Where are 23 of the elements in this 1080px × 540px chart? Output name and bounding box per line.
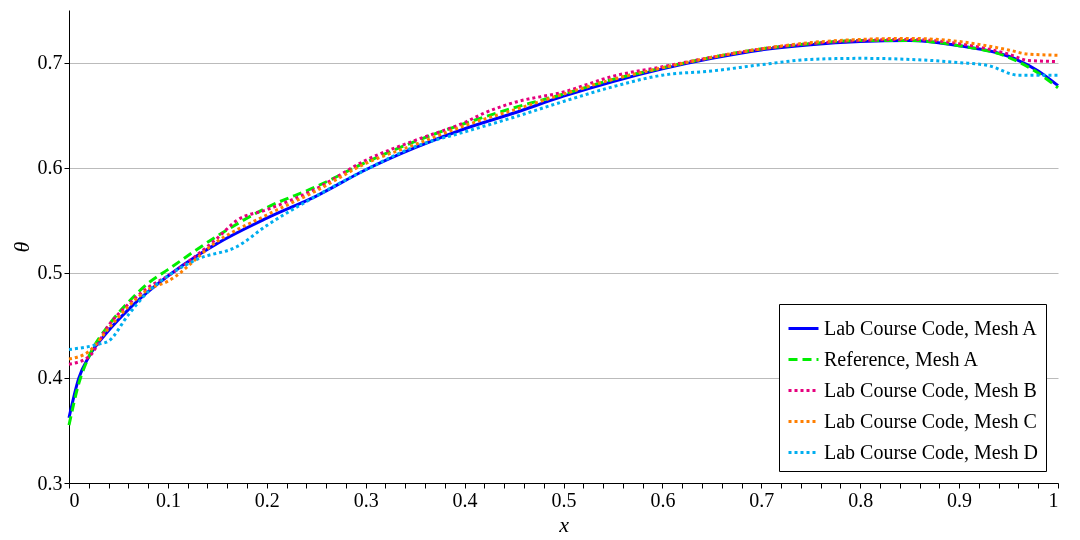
legend-label: Lab Course Code, Mesh C [824,409,1037,432]
x-tick-label: 0.8 [848,488,874,511]
x-tick-label: 0.6 [650,488,676,511]
x-axis-title: x [558,511,570,537]
x-tick-label: 0.4 [452,488,478,511]
y-tick-label: 0.3 [37,471,63,494]
legend-label: Reference, Mesh A [824,347,979,370]
x-tick-label: 0.3 [353,488,379,511]
legend-label: Lab Course Code, Mesh D [824,440,1038,463]
x-tick-label: 1 [1048,488,1059,511]
x-tick-label: 0.9 [947,488,973,511]
x-tick-label: 0.1 [155,488,181,511]
legend-label: Lab Course Code, Mesh A [824,316,1038,339]
y-tick-label: 0.5 [37,261,63,284]
y-tick-label: 0.4 [37,366,63,389]
x-tick-label: 0.5 [551,488,577,511]
x-tick-label: 0.7 [749,488,775,511]
x-tick-label: 0 [69,488,80,511]
y-tick-label: 0.6 [37,156,63,179]
x-tick-label: 0.2 [254,488,280,511]
legend-label: Lab Course Code, Mesh B [824,378,1037,401]
y-tick-label: 0.7 [37,51,63,74]
y-axis-title: θ [8,241,34,253]
